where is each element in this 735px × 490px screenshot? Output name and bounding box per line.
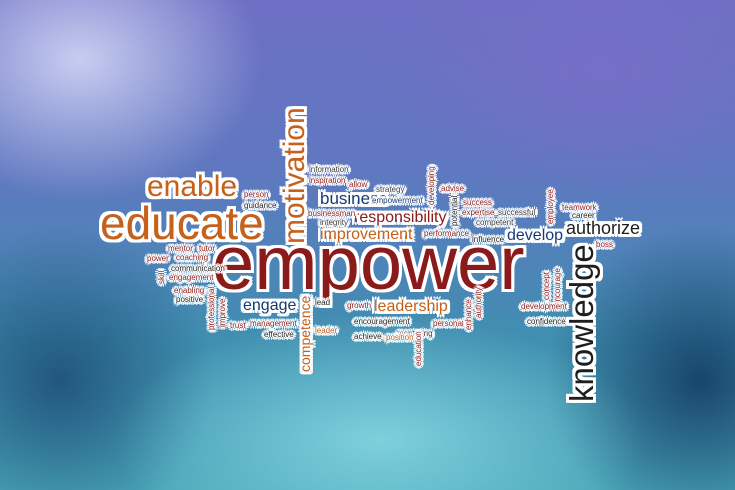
word-competence: competence — [297, 295, 313, 372]
word-teamwork: teamwork — [562, 203, 597, 212]
word-advise: advise — [441, 184, 465, 193]
word-skill: skill — [157, 270, 166, 284]
word-enhance: enhance — [464, 299, 473, 330]
word-educate: educate — [100, 197, 264, 249]
word-growth: growth — [347, 301, 372, 310]
word-competent: competent — [476, 218, 514, 227]
word-employee: employee — [546, 189, 555, 224]
word-power: power — [147, 254, 169, 263]
word-lead: lead — [315, 298, 331, 307]
word-encouragement: encouragement — [354, 317, 410, 326]
word-development: development — [521, 302, 567, 311]
word-enable: enable — [147, 170, 238, 203]
word-management: management — [250, 319, 297, 328]
word-develop: develop — [507, 227, 564, 244]
word-authority: authority — [474, 287, 483, 318]
word-information: information — [309, 165, 349, 174]
word-confidence: confidence — [527, 317, 566, 326]
word-professional: professional — [207, 286, 216, 330]
word-career: career — [572, 211, 595, 220]
word-potential: potential — [450, 195, 459, 226]
word-tutor: tutor — [199, 244, 216, 253]
word-business: business — [320, 189, 388, 208]
word-leader: leader — [315, 326, 338, 335]
word-authorize: authorize — [566, 218, 641, 238]
word-expertise: expertise — [462, 208, 495, 217]
word-coaching: coaching — [176, 253, 209, 262]
word-successful: successful — [498, 208, 536, 217]
word-inspiration: inspiration — [309, 176, 346, 185]
word-enabling: enabling — [174, 286, 205, 295]
word-mentor: mentor — [168, 244, 193, 253]
word-empowerment: empowerment — [372, 196, 423, 205]
word-businessman: businessman — [308, 209, 356, 218]
word-empower: empower — [212, 221, 525, 306]
word-mentoring: mentoring — [397, 329, 433, 338]
word-integrity: integrity — [320, 218, 349, 227]
word-communication: communication — [171, 264, 225, 273]
word-positive: positive — [176, 295, 204, 304]
word-effective: effective — [264, 330, 294, 339]
word-guidance: guidance — [244, 201, 277, 210]
word-strategy: strategy — [376, 185, 405, 194]
word-encourage: encourage — [553, 268, 562, 306]
word-engage: engage — [243, 297, 297, 314]
word-knowledge: knowledge — [563, 244, 600, 402]
word-responsibility: responsibility — [354, 209, 447, 226]
word-personal: personal — [433, 319, 464, 328]
word-performance: performance — [424, 229, 469, 238]
word-improvement: improvement — [320, 226, 413, 243]
word-trust: trust — [230, 321, 246, 330]
word-concept: concept — [542, 271, 551, 300]
word-engagement: engagement — [169, 273, 214, 282]
word-improve: improve — [218, 298, 227, 327]
word-developing: developing — [427, 166, 436, 205]
word-success: success — [463, 198, 492, 207]
word-position: position — [386, 333, 414, 342]
word-motivation: motivation — [278, 107, 311, 244]
word-boss: boss — [596, 240, 613, 249]
word-person: person — [244, 190, 269, 199]
word-leadership: leadership — [374, 298, 448, 315]
word-education: education — [414, 331, 423, 366]
word-influence: influence — [472, 235, 505, 244]
word-achieve: achieve — [354, 332, 382, 341]
word-allow: allow — [349, 180, 368, 189]
